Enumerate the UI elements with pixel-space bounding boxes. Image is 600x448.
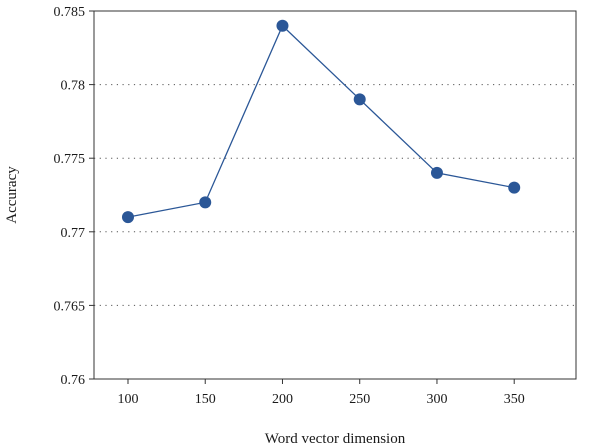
series-line (127, 24, 515, 218)
y-tick-label: 0.78 (61, 79, 86, 94)
y-axis-label: Accuracy (4, 166, 20, 224)
x-tick-label: 100 (117, 392, 138, 407)
data-point (276, 19, 289, 32)
x-tick-label: 300 (426, 392, 447, 407)
y-tick-label: 0.77 (61, 226, 86, 241)
x-tick-label: 350 (504, 392, 525, 407)
plot-frame (93, 10, 577, 380)
y-tick-label: 0.76 (61, 373, 86, 388)
x-axis: 100 150 200 250 300 350 (117, 379, 525, 407)
y-tick-label: 0.785 (54, 5, 86, 20)
data-point (353, 93, 366, 106)
y-tick-label: 0.775 (54, 152, 86, 167)
y-axis: 0.76 0.765 0.77 0.775 0.78 0.785 (54, 5, 94, 388)
grid-lines (94, 84, 576, 306)
data-point (121, 211, 134, 224)
x-tick-label: 250 (349, 392, 370, 407)
data-point (508, 181, 521, 194)
data-point (199, 196, 212, 209)
x-tick-label: 150 (195, 392, 216, 407)
series (121, 19, 521, 224)
data-point (430, 166, 443, 179)
x-axis-label: Word vector dimension (265, 431, 406, 447)
y-tick-label: 0.765 (54, 299, 86, 314)
x-tick-label: 200 (272, 392, 293, 407)
